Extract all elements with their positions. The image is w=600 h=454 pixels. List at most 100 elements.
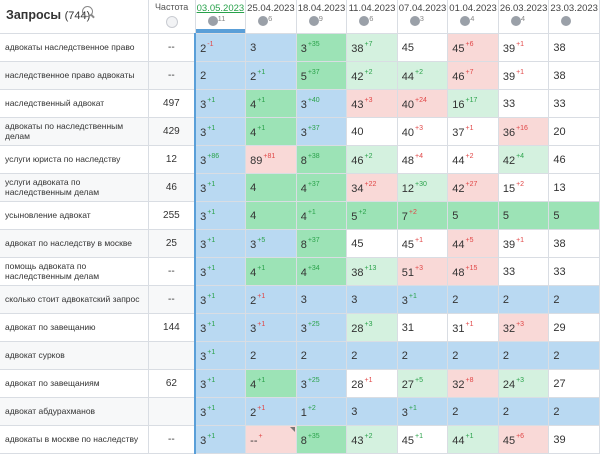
position-cell[interactable]: 3+1: [245, 313, 297, 342]
date-column-header[interactable]: 01.04.2023 4: [447, 0, 499, 34]
position-cell[interactable]: 3+1: [397, 397, 449, 426]
position-cell[interactable]: 44+2: [397, 61, 449, 90]
queries-header[interactable]: Запросы (744): [0, 0, 149, 34]
position-cell[interactable]: 89+81: [245, 145, 297, 174]
table-row[interactable]: услуги юриста по наследству 12 3+86 89+81 8+…: [0, 145, 600, 174]
search-icon[interactable]: [82, 6, 93, 17]
position-cell[interactable]: 36+16: [498, 117, 550, 146]
query-text[interactable]: наследственное право адвокаты: [0, 61, 149, 90]
position-cell[interactable]: 32+8: [447, 369, 499, 398]
position-cell[interactable]: 12+30: [397, 173, 449, 202]
position-cell[interactable]: 37+1: [447, 117, 499, 146]
query-text[interactable]: адвокаты по наследственным делам: [0, 117, 149, 146]
frequency-header[interactable]: Частота: [148, 0, 196, 34]
position-cell[interactable]: 3+1: [194, 257, 247, 286]
position-cell[interactable]: 7+2: [397, 201, 449, 230]
position-cell[interactable]: 3: [296, 285, 348, 314]
query-text[interactable]: адвокаты в москве по наследству: [0, 425, 149, 454]
frequency-gear-icon[interactable]: [165, 16, 178, 28]
table-row[interactable]: сколько стоит адвокатский запрос -- 3+1 2+1…: [0, 285, 600, 314]
position-cell[interactable]: 39+1: [498, 33, 550, 62]
position-cell[interactable]: 8+38: [296, 145, 348, 174]
table-row[interactable]: усыновление адвокат 255 3+1 4 4+1 5+2 7+2 5 5 5: [0, 201, 600, 230]
position-cell[interactable]: 29: [548, 313, 600, 342]
position-cell[interactable]: 2: [296, 341, 348, 370]
date-column-header[interactable]: 25.04.2023 6: [245, 0, 297, 34]
position-cell[interactable]: 51+3: [397, 257, 449, 286]
position-cell[interactable]: 3: [346, 285, 398, 314]
position-cell[interactable]: 13: [548, 173, 600, 202]
position-cell[interactable]: 38: [548, 33, 600, 62]
position-cell[interactable]: 31+1: [447, 313, 499, 342]
position-cell[interactable]: 45+6: [447, 33, 499, 62]
date-column-header[interactable]: 03.05.2023 11: [195, 0, 247, 34]
position-cell[interactable]: 2: [498, 341, 550, 370]
position-cell[interactable]: 2: [447, 341, 499, 370]
position-cell[interactable]: 38+7: [346, 33, 398, 62]
position-cell[interactable]: --+: [245, 425, 297, 454]
date-column-header[interactable]: 11.04.2023 6: [346, 0, 398, 34]
position-cell[interactable]: 27: [548, 369, 600, 398]
position-cell[interactable]: 39+1: [498, 61, 550, 90]
query-text[interactable]: адвокат по завещаниям: [0, 369, 149, 398]
position-cell[interactable]: 45+1: [397, 229, 449, 258]
position-cell[interactable]: 2: [447, 397, 499, 426]
position-cell[interactable]: 48+4: [397, 145, 449, 174]
position-cell[interactable]: 3+1: [194, 397, 247, 426]
position-cell[interactable]: 3+40: [296, 89, 348, 118]
position-cell[interactable]: 4+1: [296, 201, 348, 230]
position-cell[interactable]: 3+1: [194, 229, 247, 258]
position-cell[interactable]: 3+1: [194, 173, 247, 202]
position-cell[interactable]: 2: [397, 341, 449, 370]
position-cell[interactable]: 1+2: [296, 397, 348, 426]
position-cell[interactable]: 15+2: [498, 173, 550, 202]
date-column-header[interactable]: 07.04.2023 3: [397, 0, 449, 34]
position-cell[interactable]: 2+1: [245, 397, 297, 426]
date-column-header[interactable]: 26.03.2023 4: [498, 0, 550, 34]
position-cell[interactable]: 3+86: [194, 145, 247, 174]
table-row[interactable]: адвокат по завещаниям 62 3+1 4+1 3+25 28+1 27+…: [0, 369, 600, 398]
query-text[interactable]: адвокат по завещанию: [0, 313, 149, 342]
table-row[interactable]: адвокат по наследству в москве 25 3+1 3+5 8+…: [0, 229, 600, 258]
table-row[interactable]: помощь адвоката по наследственным делам -…: [0, 257, 600, 286]
position-cell[interactable]: 2-1: [194, 33, 247, 62]
query-text[interactable]: услуги юриста по наследству: [0, 145, 149, 174]
position-cell[interactable]: 3: [245, 33, 297, 62]
date-column-header[interactable]: 23.03.2023: [548, 0, 600, 34]
position-cell[interactable]: 3: [346, 397, 398, 426]
position-cell[interactable]: 2: [447, 285, 499, 314]
position-cell[interactable]: 42+27: [447, 173, 499, 202]
query-text[interactable]: адвокат сурков: [0, 341, 149, 370]
position-cell[interactable]: 4+1: [245, 369, 297, 398]
position-cell[interactable]: 46+7: [447, 61, 499, 90]
table-row[interactable]: адвокат сурков 3+1 2 2 2 2 2 2 2: [0, 341, 600, 370]
position-cell[interactable]: 38+13: [346, 257, 398, 286]
position-cell[interactable]: 46: [548, 145, 600, 174]
table-row[interactable]: адвокаты наследственное право -- 2-1 3 3+35 3…: [0, 33, 600, 62]
query-text[interactable]: сколько стоит адвокатский запрос: [0, 285, 149, 314]
position-cell[interactable]: 3+25: [296, 313, 348, 342]
position-cell[interactable]: 5+2: [346, 201, 398, 230]
position-cell[interactable]: 16+17: [447, 89, 499, 118]
position-cell[interactable]: 5: [498, 201, 550, 230]
position-cell[interactable]: 42+4: [498, 145, 550, 174]
position-cell[interactable]: 3+1: [194, 285, 247, 314]
position-cell[interactable]: 46+2: [346, 145, 398, 174]
position-cell[interactable]: 45+1: [397, 425, 449, 454]
position-cell[interactable]: 43+2: [346, 425, 398, 454]
table-row[interactable]: адвокат абдурахманов 3+1 2+1 1+2 3 3+1 2 2 2: [0, 397, 600, 426]
position-cell[interactable]: 33: [498, 89, 550, 118]
table-row[interactable]: адвокаты в москве по наследству -- 3+1 --+ 8…: [0, 425, 600, 454]
position-cell[interactable]: 3+1: [194, 369, 247, 398]
date-column-header[interactable]: 18.04.2023 9: [296, 0, 348, 34]
position-cell[interactable]: 20: [548, 117, 600, 146]
position-cell[interactable]: 44+1: [447, 425, 499, 454]
position-cell[interactable]: 39+1: [498, 229, 550, 258]
position-cell[interactable]: 2+1: [245, 61, 297, 90]
position-cell[interactable]: 27+5: [397, 369, 449, 398]
position-cell[interactable]: 5+37: [296, 61, 348, 90]
query-text[interactable]: адвокат по наследству в москве: [0, 229, 149, 258]
position-cell[interactable]: 8+37: [296, 229, 348, 258]
position-cell[interactable]: 33: [498, 257, 550, 286]
position-cell[interactable]: 48+15: [447, 257, 499, 286]
